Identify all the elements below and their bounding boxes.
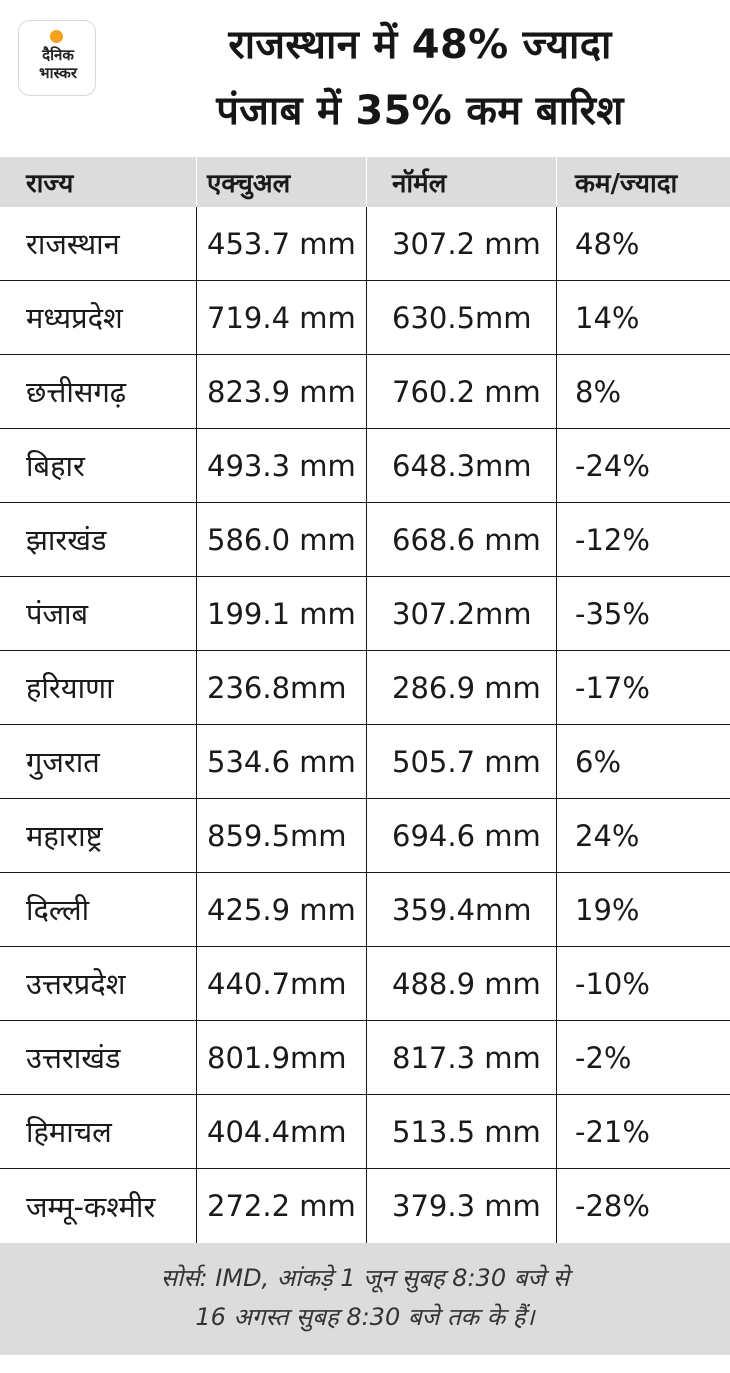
state-cell: पंजाब — [26, 597, 89, 631]
normal-cell: 668.6 mm — [366, 503, 556, 576]
deviation-cell: -17% — [556, 651, 730, 724]
column-header-deviation: कम/ज्यादा — [556, 157, 730, 207]
normal-cell: 513.5 mm — [366, 1095, 556, 1168]
normal-cell: 307.2mm — [366, 577, 556, 650]
state-cell: गुजरात — [26, 745, 100, 779]
column-header-state: राज्य — [26, 169, 74, 199]
actual-cell: 453.7 mm — [196, 207, 366, 280]
normal-cell: 286.9 mm — [366, 651, 556, 724]
actual-cell: 236.8mm — [196, 651, 366, 724]
normal-cell: 307.2 mm — [366, 207, 556, 280]
table-row: छत्तीसगढ़ 823.9 mm 760.2 mm 8% — [0, 355, 730, 429]
deviation-cell: -28% — [556, 1169, 730, 1243]
deviation-cell: -12% — [556, 503, 730, 576]
deviation-cell: 14% — [556, 281, 730, 354]
header: दैनिक भास्कर राजस्थान में 48% ज्यादा पंज… — [0, 0, 730, 155]
deviation-cell: 24% — [556, 799, 730, 872]
normal-cell: 630.5mm — [366, 281, 556, 354]
dainik-bhaskar-logo: दैनिक भास्कर — [18, 20, 96, 96]
table-header-row: राज्य एक्चुअल नॉर्मल कम/ज्यादा — [0, 157, 730, 207]
table-row: राजस्थान 453.7 mm 307.2 mm 48% — [0, 207, 730, 281]
actual-cell: 801.9mm — [196, 1021, 366, 1094]
state-cell: झारखंड — [26, 523, 107, 557]
logo-text-line2: भास्कर — [39, 64, 77, 82]
table-row: मध्यप्रदेश 719.4 mm 630.5mm 14% — [0, 281, 730, 355]
state-cell: राजस्थान — [26, 227, 120, 261]
rainfall-table: राज्य एक्चुअल नॉर्मल कम/ज्यादा राजस्थान … — [0, 157, 730, 1243]
deviation-cell: 6% — [556, 725, 730, 798]
normal-cell: 760.2 mm — [366, 355, 556, 428]
table-row: झारखंड 586.0 mm 668.6 mm -12% — [0, 503, 730, 577]
state-cell: छत्तीसगढ़ — [26, 375, 127, 409]
headline-line1: राजस्थान में 48% ज्यादा — [228, 22, 612, 68]
table-row: हिमाचल 404.4mm 513.5 mm -21% — [0, 1095, 730, 1169]
normal-cell: 505.7 mm — [366, 725, 556, 798]
normal-cell: 379.3 mm — [366, 1169, 556, 1243]
actual-cell: 823.9 mm — [196, 355, 366, 428]
state-cell: जम्मू-कश्मीर — [26, 1189, 156, 1224]
state-cell: महाराष्ट्र — [26, 819, 103, 853]
actual-cell: 440.7mm — [196, 947, 366, 1020]
state-cell: उत्तरप्रदेश — [26, 967, 126, 1001]
table-body: राजस्थान 453.7 mm 307.2 mm 48% मध्यप्रदेश 71… — [0, 207, 730, 1243]
normal-cell: 359.4mm — [366, 873, 556, 946]
deviation-cell: -21% — [556, 1095, 730, 1168]
source-note: सोर्स: IMD, आंकड़े 1 जून सुबह 8:30 बजे स… — [0, 1243, 730, 1355]
table-row: गुजरात 534.6 mm 505.7 mm 6% — [0, 725, 730, 799]
state-cell: दिल्ली — [26, 893, 90, 927]
table-row: बिहार 493.3 mm 648.3mm -24% — [0, 429, 730, 503]
table-row: महाराष्ट्र 859.5mm 694.6 mm 24% — [0, 799, 730, 873]
table-row: उत्तरप्रदेश 440.7mm 488.9 mm -10% — [0, 947, 730, 1021]
normal-cell: 694.6 mm — [366, 799, 556, 872]
deviation-cell: -35% — [556, 577, 730, 650]
deviation-cell: -10% — [556, 947, 730, 1020]
state-cell: बिहार — [26, 449, 85, 483]
deviation-cell: 48% — [556, 207, 730, 280]
actual-cell: 586.0 mm — [196, 503, 366, 576]
actual-cell: 534.6 mm — [196, 725, 366, 798]
deviation-cell: -24% — [556, 429, 730, 502]
actual-cell: 859.5mm — [196, 799, 366, 872]
column-header-normal: नॉर्मल — [366, 157, 556, 207]
actual-cell: 272.2 mm — [196, 1169, 366, 1243]
actual-cell: 425.9 mm — [196, 873, 366, 946]
headline-line2: पंजाब में 35% कम बारिश — [216, 88, 624, 134]
normal-cell: 817.3 mm — [366, 1021, 556, 1094]
state-cell: उत्तराखंड — [26, 1041, 121, 1075]
sun-icon — [50, 30, 63, 43]
source-note-line2: 16 अगस्त सुबह 8:30 बजे तक के हैं। — [195, 1303, 535, 1331]
deviation-cell: -2% — [556, 1021, 730, 1094]
actual-cell: 199.1 mm — [196, 577, 366, 650]
table-row: हरियाणा 236.8mm 286.9 mm -17% — [0, 651, 730, 725]
state-cell: हरियाणा — [26, 671, 114, 705]
actual-cell: 719.4 mm — [196, 281, 366, 354]
normal-cell: 648.3mm — [366, 429, 556, 502]
logo-text-line1: दैनिक — [42, 46, 74, 64]
actual-cell: 493.3 mm — [196, 429, 366, 502]
actual-cell: 404.4mm — [196, 1095, 366, 1168]
deviation-cell: 19% — [556, 873, 730, 946]
state-cell: हिमाचल — [26, 1115, 112, 1149]
source-note-line1: सोर्स: IMD, आंकड़े 1 जून सुबह 8:30 बजे स… — [160, 1264, 570, 1292]
state-cell: मध्यप्रदेश — [26, 301, 123, 335]
table-row: उत्तराखंड 801.9mm 817.3 mm -2% — [0, 1021, 730, 1095]
table-row: पंजाब 199.1 mm 307.2mm -35% — [0, 577, 730, 651]
column-header-actual: एक्चुअल — [196, 157, 366, 207]
normal-cell: 488.9 mm — [366, 947, 556, 1020]
deviation-cell: 8% — [556, 355, 730, 428]
table-row: दिल्ली 425.9 mm 359.4mm 19% — [0, 873, 730, 947]
table-row: जम्मू-कश्मीर 272.2 mm 379.3 mm -28% — [0, 1169, 730, 1243]
